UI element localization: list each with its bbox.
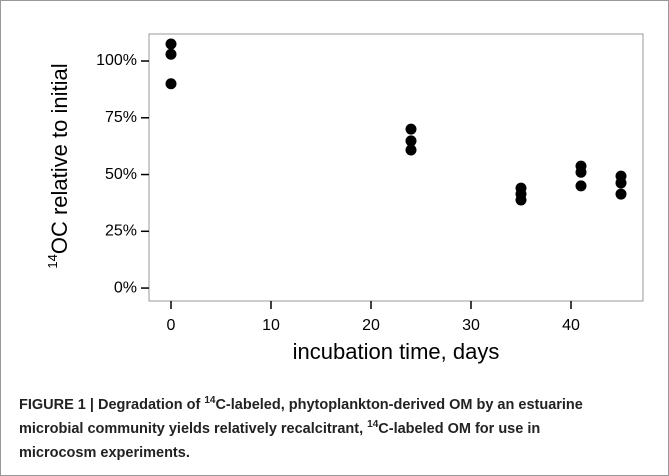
x-tick-label: 30: [462, 317, 480, 334]
caption-text: C-labeled OM for use in microcosm experi…: [19, 421, 541, 461]
point: [165, 48, 177, 60]
point: [615, 188, 627, 200]
y-tick-label: 75%: [105, 109, 137, 126]
point: [615, 177, 627, 189]
point: [405, 144, 417, 156]
y-tick-label: 25%: [105, 223, 137, 240]
caption-sup: 14: [204, 395, 216, 407]
y-axis-label-sup: 14: [45, 254, 60, 268]
plot-frame: [148, 33, 644, 302]
caption-text: FIGURE 1 | Degradation of: [19, 397, 205, 413]
x-tick-label: 0: [167, 317, 176, 334]
y-tick-label: 0%: [114, 279, 137, 296]
caption-sup: 14: [367, 419, 379, 431]
chart: 14OC relative to initial incubation time…: [45, 33, 644, 364]
y-tick-label: 50%: [105, 166, 137, 183]
y-axis-label: 14OC relative to initial: [45, 63, 72, 268]
point: [575, 166, 587, 178]
x-tick-label: 10: [262, 317, 280, 334]
x-tick-label: 40: [562, 317, 580, 334]
point: [405, 135, 417, 147]
x-tick-label: 20: [362, 317, 380, 334]
y-axis-label-text: OC relative to initial: [47, 63, 72, 254]
point: [165, 78, 177, 90]
x-axis-label: incubation time, days: [293, 339, 500, 364]
caption: FIGURE 1 | Degradation of 14C-labeled, p…: [19, 393, 619, 465]
point: [165, 38, 177, 50]
point: [575, 180, 587, 192]
point: [515, 194, 527, 206]
point: [405, 123, 417, 135]
caption-text: C-labeled, phytoplankton-derived OM by a…: [19, 397, 583, 437]
y-tick-label: 100%: [96, 52, 137, 69]
